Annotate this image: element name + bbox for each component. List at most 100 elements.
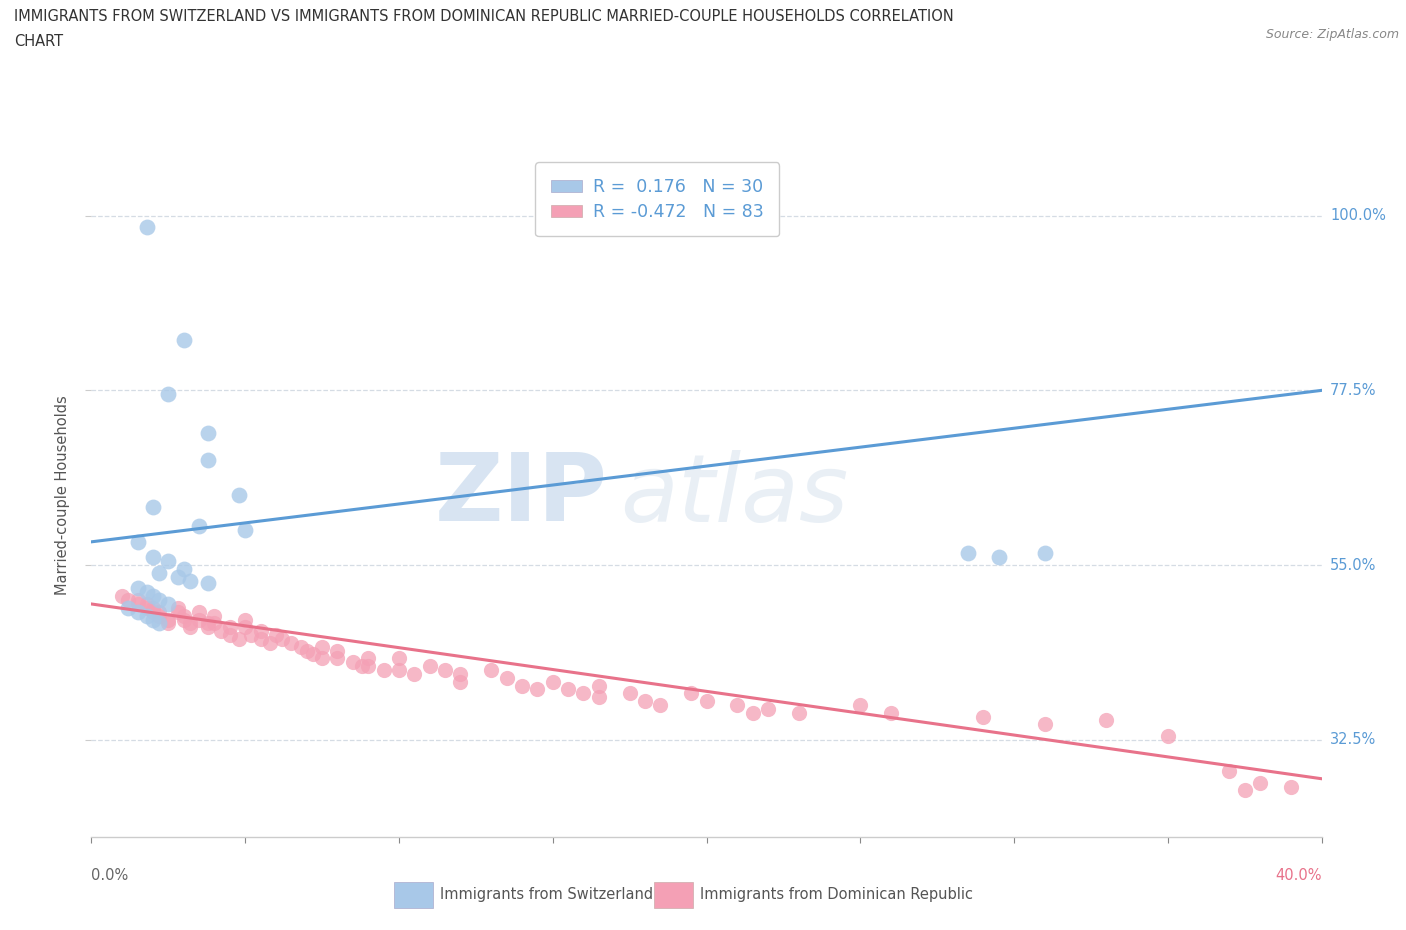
Point (142, 589, 165, 604)
Point (148, 616, 170, 631)
Point (290, 639, 312, 654)
Point (972, 710, 994, 724)
Point (188, 519, 211, 534)
Point (696, 694, 718, 709)
Point (987, 550, 1010, 565)
Text: 40.0%: 40.0% (1275, 868, 1322, 883)
Point (218, 619, 240, 634)
Text: Immigrants from Dominican Republic: Immigrants from Dominican Republic (700, 887, 973, 902)
Point (342, 655, 364, 670)
Point (588, 690, 610, 705)
Point (233, 612, 256, 627)
Point (197, 619, 219, 634)
Point (157, 596, 180, 611)
Point (434, 662, 457, 677)
Point (166, 601, 188, 616)
Point (311, 651, 333, 666)
Point (419, 658, 441, 673)
Point (1249, 776, 1271, 790)
Text: CHART: CHART (14, 34, 63, 49)
Point (240, 628, 263, 643)
Point (725, 698, 748, 712)
Point (311, 639, 333, 654)
Point (142, 604, 165, 619)
Point (127, 596, 149, 611)
Text: IMMIGRANTS FROM SWITZERLAND VS IMMIGRANTS FROM DOMINICAN REPUBLIC MARRIED-COUPLE: IMMIGRANTS FROM SWITZERLAND VS IMMIGRANT… (14, 9, 953, 24)
Text: atlas: atlas (620, 450, 849, 540)
Point (197, 453, 219, 468)
Text: 77.5%: 77.5% (1330, 383, 1376, 398)
Point (166, 569, 188, 584)
Text: ZIP: ZIP (436, 449, 607, 541)
Point (166, 604, 188, 619)
Point (295, 644, 318, 658)
Point (117, 601, 139, 616)
Point (449, 667, 471, 682)
Point (197, 426, 219, 441)
Point (495, 671, 517, 685)
Point (142, 612, 165, 627)
Point (1233, 783, 1256, 798)
Point (228, 631, 250, 646)
Point (173, 608, 195, 623)
Point (135, 585, 157, 600)
Legend: R =  0.176   N = 30, R = -0.472   N = 83: R = 0.176 N = 30, R = -0.472 N = 83 (536, 162, 779, 236)
Point (188, 612, 211, 627)
Point (209, 624, 232, 639)
Point (541, 674, 564, 689)
Point (111, 589, 134, 604)
Point (588, 678, 610, 693)
Point (681, 685, 703, 700)
Point (326, 644, 349, 658)
Point (157, 553, 180, 568)
Text: Immigrants from Switzerland: Immigrants from Switzerland (440, 887, 654, 902)
Point (572, 685, 595, 700)
Point (326, 651, 349, 666)
Point (142, 550, 165, 565)
Point (271, 631, 294, 646)
Point (173, 332, 195, 347)
Point (233, 619, 256, 634)
Point (880, 705, 903, 720)
Point (157, 616, 180, 631)
Point (127, 604, 149, 619)
Point (135, 596, 157, 611)
Point (280, 635, 302, 650)
Point (179, 573, 201, 588)
Point (202, 616, 225, 631)
Text: 55.0%: 55.0% (1330, 558, 1376, 573)
Point (849, 698, 872, 712)
Point (202, 608, 225, 623)
Point (1157, 728, 1180, 743)
Point (127, 581, 149, 596)
Point (357, 651, 380, 666)
Point (179, 619, 201, 634)
Point (228, 488, 250, 503)
Point (404, 667, 426, 682)
Text: 100.0%: 100.0% (1330, 208, 1386, 223)
Point (148, 592, 170, 607)
Point (357, 658, 380, 673)
Point (117, 592, 139, 607)
Point (173, 612, 195, 627)
Point (157, 612, 180, 627)
Point (259, 635, 281, 650)
Point (1218, 764, 1240, 778)
Point (127, 592, 149, 607)
Point (388, 651, 411, 666)
Point (142, 499, 165, 514)
Point (650, 698, 672, 712)
Point (301, 647, 323, 662)
Point (218, 628, 240, 643)
Point (264, 628, 287, 643)
Point (157, 387, 180, 402)
Point (388, 662, 411, 677)
Point (179, 616, 201, 631)
Point (373, 662, 395, 677)
Point (127, 535, 149, 550)
Point (741, 705, 763, 720)
Point (619, 685, 641, 700)
Point (956, 546, 979, 561)
Point (787, 705, 810, 720)
Point (135, 219, 157, 234)
